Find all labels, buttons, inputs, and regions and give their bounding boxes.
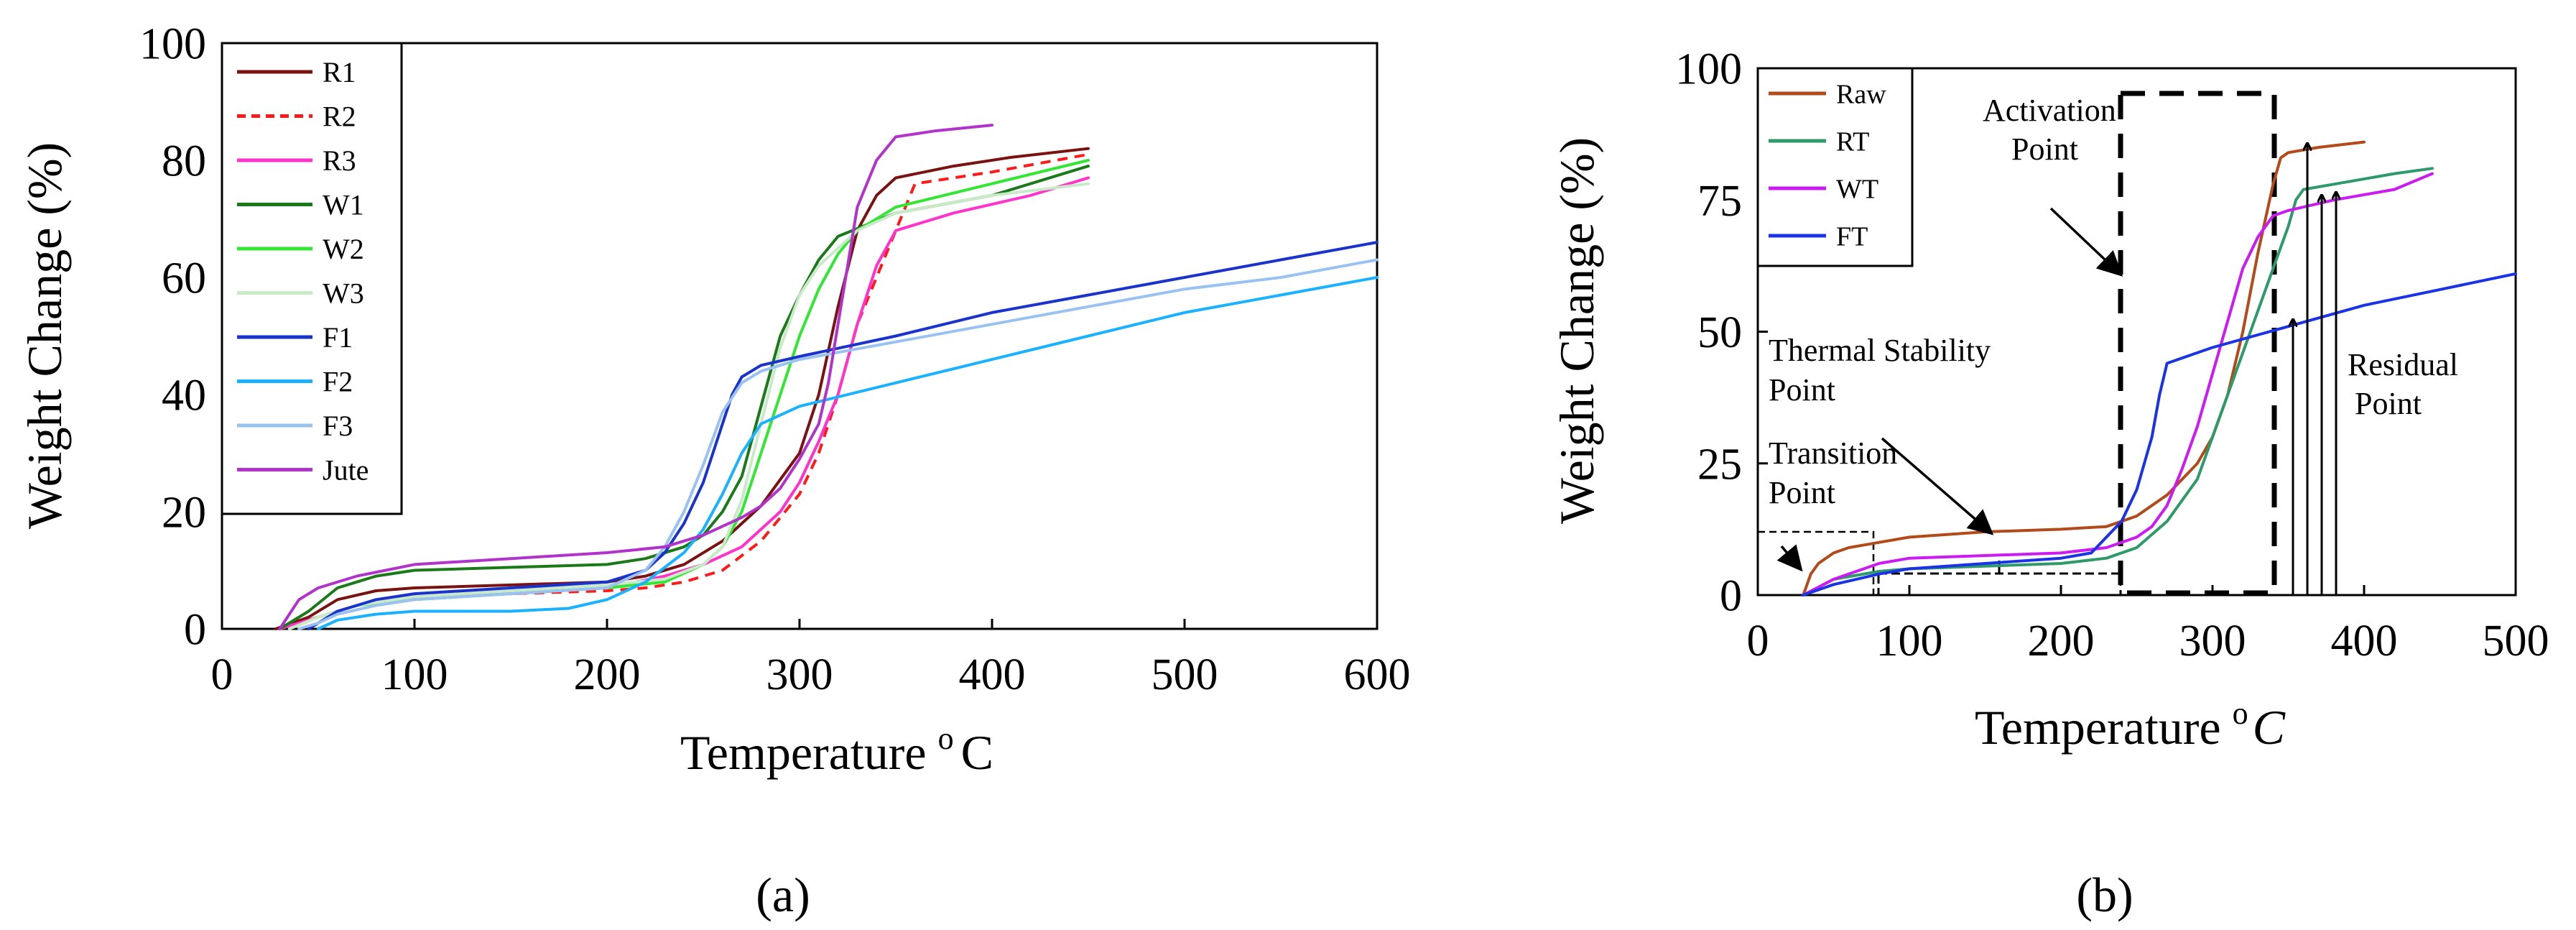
panel-a-legend-box	[221, 42, 403, 515]
y-tick-label: 100	[139, 20, 206, 69]
x-tick-label: 0	[211, 650, 233, 699]
legend-label-ft: FT	[1836, 221, 1868, 252]
panel-b-legend: Raw RT WT FT	[1756, 67, 1914, 267]
legend-label-w2: W2	[323, 233, 364, 265]
panel-b-chart: 0 100 200 300 400 500 0 25 50 75 100	[1549, 45, 2549, 922]
series-line-jute	[278, 124, 993, 630]
thermal-stability-arrow	[1881, 437, 1994, 535]
y-tick-label: 40	[162, 372, 206, 420]
y-tick-label: 75	[1697, 177, 1742, 226]
legend-label-f1: F1	[323, 321, 353, 354]
y-tick-label: 60	[162, 254, 206, 303]
x-tick-label: 300	[766, 650, 833, 699]
series-line-f1	[307, 241, 1379, 630]
series-line-f3	[297, 258, 1379, 630]
series-line-f2	[317, 276, 1379, 630]
panel-a-x-axis-title: Temperature o C	[680, 721, 993, 780]
x-tick-label: 600	[1344, 650, 1411, 699]
series-line-raw	[1802, 140, 2366, 597]
panel-b-series	[1802, 140, 2517, 597]
y-tick-label: 100	[1675, 45, 1742, 94]
legend-label-r2: R2	[323, 101, 356, 133]
y-tick-label: 0	[1720, 572, 1742, 621]
panel-a-legend: R1 R2 R3 W1 W2 W3 F1 F2 F3 Jute	[221, 42, 403, 515]
stability-dashed-box	[1877, 572, 2122, 597]
legend-label-w1: W1	[323, 189, 364, 221]
x-tick-label: 400	[959, 650, 1026, 699]
panel-a-chart: 0 100 200 300 400 500 600 0 20 40 60 80 100 R1 R2 R3 W1…	[17, 20, 1411, 922]
series-line-ft	[1802, 272, 2517, 597]
transition-arrow	[1776, 544, 1803, 572]
panel-a-series	[274, 124, 1379, 630]
panel-b-label: (b)	[2076, 867, 2133, 922]
panel-b-x-axis-title-sup: o	[2233, 696, 2248, 731]
y-tick-label: 20	[162, 489, 206, 538]
series-line-w1	[278, 165, 1090, 630]
legend-label-r3: R3	[323, 144, 356, 177]
annotation-activation-2: Point	[2011, 132, 2078, 167]
activation-arrow	[2049, 207, 2123, 277]
annotation-activation-1: Activation	[1983, 93, 2116, 128]
panel-a-x-axis-title-unit: C	[961, 725, 993, 780]
x-tick-label: 500	[2483, 617, 2549, 666]
panel-b-arrows	[1776, 144, 2336, 595]
legend-label-raw: Raw	[1836, 79, 1886, 109]
series-line-w3	[287, 182, 1090, 630]
panel-a-x-axis-title-text: Temperature	[680, 725, 927, 780]
panel-b-annotations: Activation Point Thermal Stability Point…	[1769, 93, 2458, 510]
y-tick-label: 50	[1697, 308, 1742, 357]
panel-a-x-axis-title-sup: o	[938, 721, 954, 756]
annotation-residual-2: Point	[2355, 386, 2422, 421]
y-tick-label: 25	[1697, 440, 1742, 489]
annotation-thermal-1: Thermal Stability	[1769, 333, 1991, 368]
legend-label-w3: W3	[323, 277, 364, 310]
legend-label-r1: R1	[323, 56, 356, 88]
series-line-r1	[274, 147, 1090, 630]
annotation-thermal-2: Point	[1769, 372, 1835, 408]
panel-b-x-axis-title-text: Temperature	[1975, 700, 2221, 755]
series-line-w2	[287, 159, 1090, 630]
panel-b-x-axis-title: Temperature oC	[1975, 696, 2286, 755]
x-tick-label: 200	[2028, 617, 2095, 666]
panel-a-legend-items: R1 R2 R3 W1 W2 W3 F1 F2 F3 Jute	[237, 56, 369, 487]
panel-b-y-axis-title: Weight Change (%)	[1549, 137, 1604, 524]
x-tick-label: 100	[381, 650, 448, 699]
legend-label-wt: WT	[1836, 174, 1878, 204]
panel-a-y-axis-title: Weight Change (%)	[17, 142, 72, 529]
x-tick-label: 0	[1747, 617, 1769, 666]
activation-region-box	[2118, 91, 2277, 596]
annotation-transition-1: Transition	[1769, 436, 1897, 471]
panel-b-legend-box	[1756, 67, 1914, 267]
legend-label-rt: RT	[1836, 126, 1869, 157]
annotation-residual-1: Residual	[2348, 347, 2458, 382]
x-tick-label: 200	[574, 650, 641, 699]
y-tick-label: 0	[184, 606, 206, 655]
panel-a-ticks: 0 100 200 300 400 500 600 0 20 40 60 80 100	[139, 20, 1411, 699]
x-tick-label: 400	[2331, 617, 2398, 666]
x-tick-label: 500	[1152, 650, 1218, 699]
annotation-transition-2: Point	[1769, 475, 1835, 510]
series-line-wt	[1802, 172, 2434, 597]
legend-label-f3: F3	[323, 410, 353, 442]
legend-label-jute: Jute	[323, 454, 369, 487]
transition-dashed-guide	[1758, 530, 1875, 595]
x-tick-label: 300	[2179, 617, 2246, 666]
x-tick-label: 100	[1876, 617, 1943, 666]
panel-b-legend-items: Raw RT WT FT	[1769, 79, 1886, 252]
panel-a-label: (a)	[756, 867, 810, 922]
legend-label-f2: F2	[323, 366, 353, 398]
panel-b-x-axis-title-unit: C	[2253, 700, 2286, 755]
y-tick-label: 80	[162, 137, 206, 186]
